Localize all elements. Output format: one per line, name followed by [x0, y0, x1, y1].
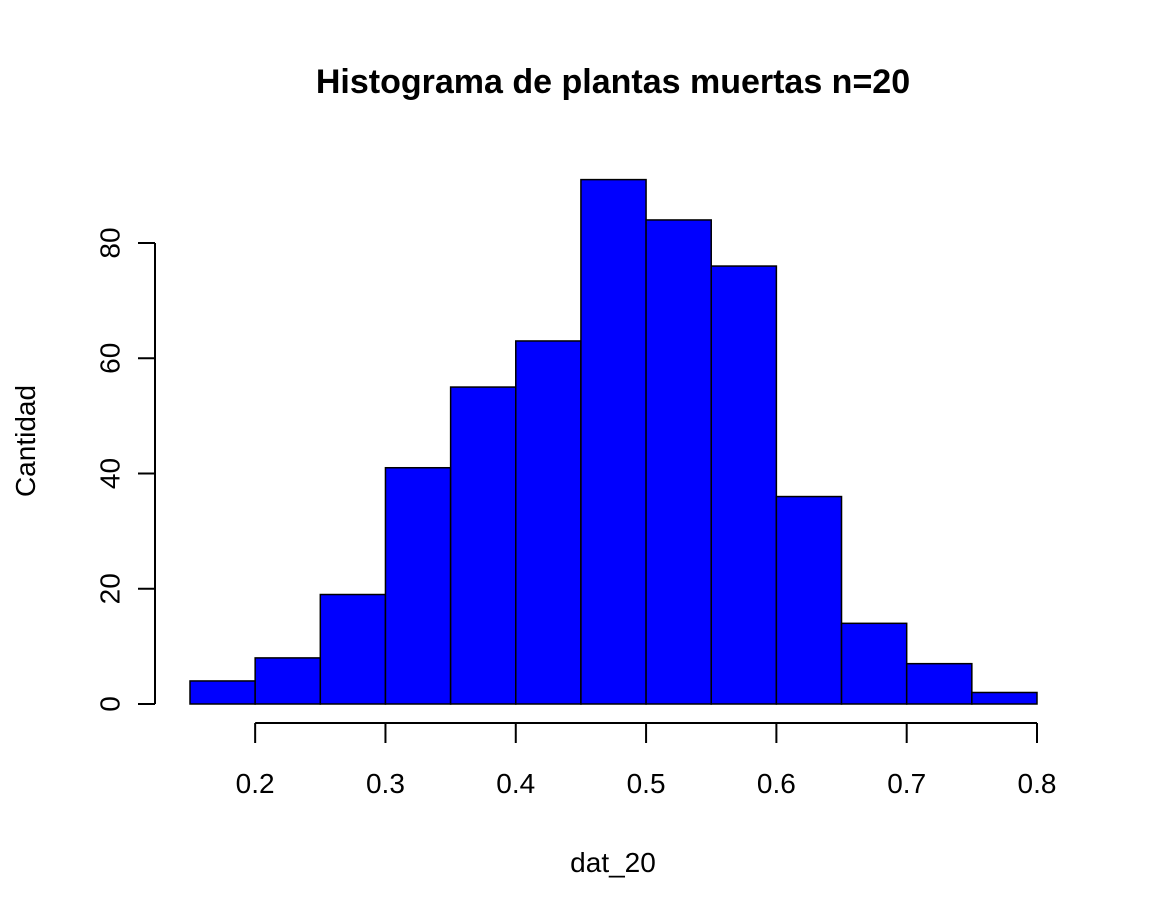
histogram-bar: [645, 219, 712, 705]
x-axis-label: dat_20: [570, 847, 656, 878]
x-axis: 0.2 0.3 0.4 0.5 0.6 0.7 0.8: [236, 722, 1057, 799]
chart-title: Histograma de plantas muertas n=20: [316, 63, 910, 101]
histogram-bar: [515, 340, 582, 705]
x-tick-label: 0.6: [757, 768, 796, 799]
histogram-bar: [319, 593, 387, 705]
histogram-bar: [254, 657, 322, 705]
histogram-bar: [189, 680, 256, 705]
histogram-bar: [905, 662, 973, 705]
x-tick-label: 0.3: [366, 768, 405, 799]
histogram-bar: [775, 495, 843, 705]
x-tick-label: 0.7: [887, 768, 926, 799]
y-tick-label: 20: [95, 573, 126, 604]
histogram-bar: [971, 691, 1038, 705]
y-tick-label: 80: [95, 227, 126, 258]
x-tick-label: 0.4: [496, 768, 535, 799]
histogram-bar: [710, 265, 778, 705]
histogram-bar: [449, 386, 517, 705]
bars-group: [189, 178, 1038, 705]
x-tick-label: 0.5: [627, 768, 666, 799]
x-tick-label: 0.8: [1018, 768, 1057, 799]
y-axis-label: Cantidad: [10, 385, 41, 497]
y-tick-label: 0: [95, 696, 126, 712]
x-tick-label: 0.2: [236, 768, 275, 799]
histogram-bar: [384, 466, 452, 705]
histogram-bar: [580, 178, 647, 705]
y-tick-label: 40: [95, 458, 126, 489]
y-tick-label: 60: [95, 343, 126, 374]
y-axis: 0 20 40 60 80: [95, 227, 156, 712]
histogram-bar: [840, 622, 908, 705]
